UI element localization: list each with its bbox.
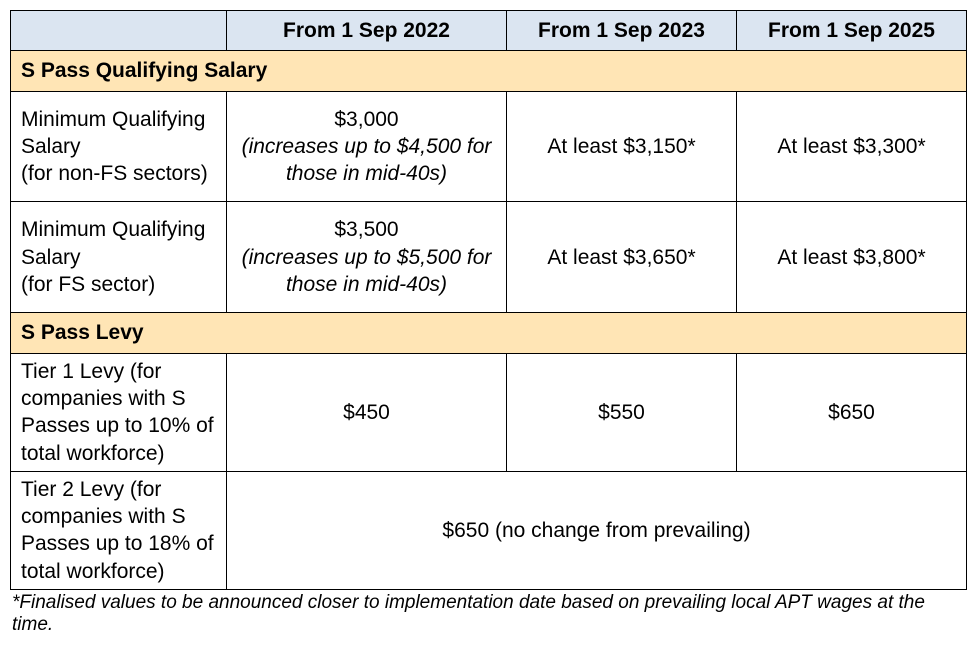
row-label: Minimum Qualifying Salary(for FS sector)	[11, 202, 227, 313]
row-label: Minimum Qualifying Salary(for non-FS sec…	[11, 91, 227, 202]
section-qualifying: S Pass Qualifying Salary	[11, 51, 967, 91]
table-row: Minimum Qualifying Salary(for FS sector)…	[11, 202, 967, 313]
cell-value: $550	[507, 353, 737, 471]
cell-value: At least $3,300*	[737, 91, 967, 202]
section-levy: S Pass Levy	[11, 313, 967, 353]
cell-value: At least $3,650*	[507, 202, 737, 313]
table-row: Tier 1 Levy (for companies with S Passes…	[11, 353, 967, 471]
header-col3: From 1 Sep 2025	[737, 11, 967, 51]
cell-value: $3,000 (increases up to $4,500 for those…	[227, 91, 507, 202]
footnote: *Finalised values to be announced closer…	[10, 592, 967, 636]
row-label: Tier 2 Levy (for companies with S Passes…	[11, 471, 227, 589]
header-col2: From 1 Sep 2023	[507, 11, 737, 51]
header-col1: From 1 Sep 2022	[227, 11, 507, 51]
row-label: Tier 1 Levy (for companies with S Passes…	[11, 353, 227, 471]
section-qualifying-title: S Pass Qualifying Salary	[11, 51, 967, 91]
cell-main: $3,000	[237, 106, 496, 133]
cell-merged: $650 (no change from prevailing)	[227, 471, 967, 589]
table-row: Minimum Qualifying Salary(for non-FS sec…	[11, 91, 967, 202]
salary-levy-table: From 1 Sep 2022 From 1 Sep 2023 From 1 S…	[10, 10, 967, 590]
cell-value: At least $3,150*	[507, 91, 737, 202]
header-row: From 1 Sep 2022 From 1 Sep 2023 From 1 S…	[11, 11, 967, 51]
section-levy-title: S Pass Levy	[11, 313, 967, 353]
cell-value: $650	[737, 353, 967, 471]
table-row: Tier 2 Levy (for companies with S Passes…	[11, 471, 967, 589]
cell-value: $3,500 (increases up to $5,500 for those…	[227, 202, 507, 313]
cell-main: $3,500	[237, 216, 496, 243]
cell-sub: (increases up to $5,500 for those in mid…	[237, 244, 496, 299]
cell-value: At least $3,800*	[737, 202, 967, 313]
header-blank	[11, 11, 227, 51]
cell-sub: (increases up to $4,500 for those in mid…	[237, 133, 496, 188]
cell-value: $450	[227, 353, 507, 471]
